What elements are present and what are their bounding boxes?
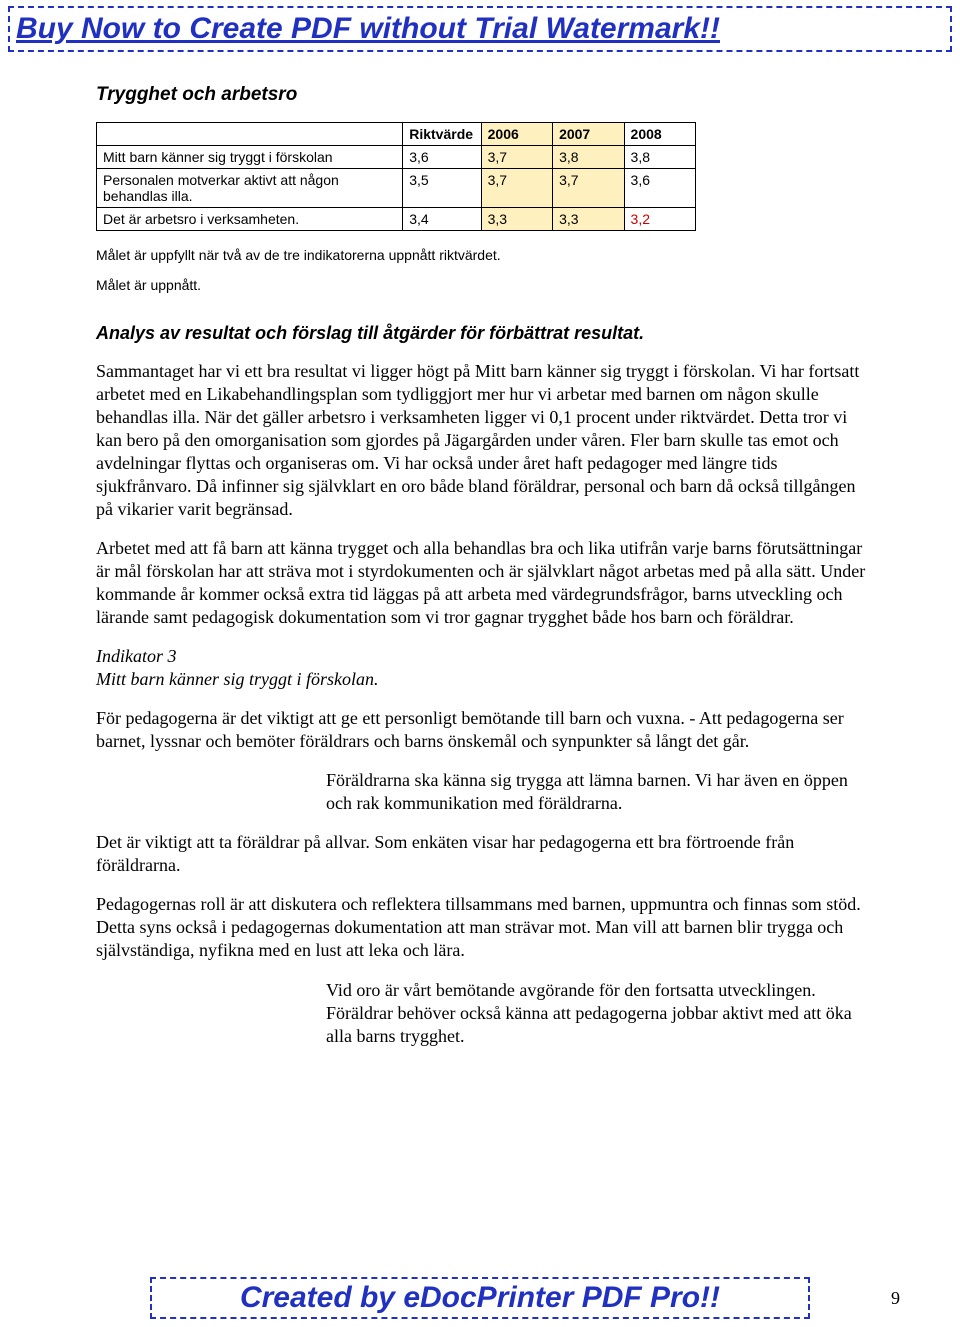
- cell-2006: 3,3: [481, 208, 552, 231]
- indent-block-2: Vid oro är vårt bemötande avgörande för …: [326, 979, 866, 1048]
- col-label: [97, 123, 403, 146]
- table-row: Mitt barn känner sig tryggt i förskolan3…: [97, 146, 696, 169]
- analysis-title: Analys av resultat och förslag till åtgä…: [96, 323, 866, 344]
- para-4: Det är viktigt att ta föräldrar på allva…: [96, 831, 866, 877]
- cell-rikt: 3,4: [403, 208, 481, 231]
- cell-2007: 3,8: [553, 146, 624, 169]
- analysis-para-1: Sammantaget har vi ett bra resultat vi l…: [96, 360, 866, 521]
- col-2006: 2006: [481, 123, 552, 146]
- col-rikt: Riktvärde: [403, 123, 481, 146]
- cell-2007: 3,3: [553, 208, 624, 231]
- cell-label: Mitt barn känner sig tryggt i förskolan: [97, 146, 403, 169]
- cell-2006: 3,7: [481, 146, 552, 169]
- indicator-label: Indikator 3: [96, 645, 866, 668]
- indicator-text: Mitt barn känner sig tryggt i förskolan.: [96, 668, 866, 691]
- page-number: 9: [891, 1288, 900, 1309]
- cell-2008: 3,8: [624, 146, 695, 169]
- col-2007: 2007: [553, 123, 624, 146]
- table-row: Det är arbetsro i verksamheten.3,43,33,3…: [97, 208, 696, 231]
- trial-watermark-bottom: Created by eDocPrinter PDF Pro!!: [150, 1277, 810, 1319]
- table-body: Mitt barn känner sig tryggt i förskolan3…: [97, 146, 696, 231]
- cell-2008: 3,2: [624, 208, 695, 231]
- cell-2006: 3,7: [481, 169, 552, 208]
- table-row: Personalen motverkar aktivt att någon be…: [97, 169, 696, 208]
- section-title: Trygghet och arbetsro: [96, 84, 866, 106]
- table-header-row: Riktvärde 2006 2007 2008: [97, 123, 696, 146]
- page-content: Trygghet och arbetsro Riktvärde 2006 200…: [96, 84, 866, 1064]
- para-5: Pedagogernas roll är att diskutera och r…: [96, 893, 866, 962]
- trial-watermark-top[interactable]: Buy Now to Create PDF without Trial Wate…: [8, 6, 952, 52]
- para-3: För pedagogerna är det viktigt att ge et…: [96, 707, 866, 753]
- cell-2008: 3,6: [624, 169, 695, 208]
- goal-condition: Målet är uppfyllt när två av de tre indi…: [96, 247, 866, 265]
- analysis-para-2: Arbetet med att få barn att känna trygge…: [96, 537, 866, 629]
- cell-2007: 3,7: [553, 169, 624, 208]
- cell-rikt: 3,5: [403, 169, 481, 208]
- col-2008: 2008: [624, 123, 695, 146]
- data-table: Riktvärde 2006 2007 2008 Mitt barn känne…: [96, 122, 696, 231]
- cell-rikt: 3,6: [403, 146, 481, 169]
- cell-label: Det är arbetsro i verksamheten.: [97, 208, 403, 231]
- goal-result: Målet är uppnått.: [96, 277, 866, 295]
- cell-label: Personalen motverkar aktivt att någon be…: [97, 169, 403, 208]
- indent-block-1: Föräldrarna ska känna sig trygga att läm…: [326, 769, 866, 815]
